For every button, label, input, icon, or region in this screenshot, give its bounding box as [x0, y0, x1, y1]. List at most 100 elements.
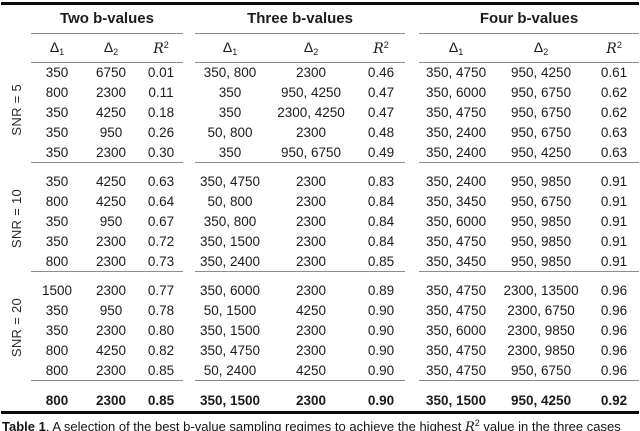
group-gap	[183, 390, 195, 413]
group-gap	[405, 4, 419, 34]
group-gap	[405, 361, 419, 381]
rule-segment	[419, 271, 640, 281]
data-cell: 0.96	[600, 323, 628, 338]
group-gap	[183, 192, 195, 212]
data-cell: 800	[45, 85, 69, 100]
data-cell: 2300, 4250	[277, 105, 345, 120]
data-cell: 2300	[295, 194, 327, 209]
rule-segment	[31, 162, 184, 172]
data-cell: 350, 4750	[426, 105, 487, 120]
data-cell: 350, 1500	[199, 234, 261, 249]
results-table: Two b-values Three b-values Four b-value…	[1, 2, 640, 414]
col-header-delta2: Δ2	[493, 33, 590, 63]
data-cell: 0.83	[367, 174, 395, 189]
group-gap	[183, 361, 195, 381]
group-gap	[183, 232, 195, 252]
col-header-r2: R2	[357, 33, 406, 63]
data-cell: 2300, 6750	[507, 303, 575, 318]
data-cell: 0.91	[600, 214, 628, 229]
group-gap	[405, 301, 419, 321]
data-cell: 950	[99, 303, 123, 318]
summary-cell: 0.92	[600, 392, 628, 408]
corner-cell	[1, 4, 31, 34]
table-row: SNR = 5 350 6750 0.01 350, 800 2300 0.46 350, 4…	[1, 63, 639, 136]
data-cell: 950, 9850	[511, 234, 572, 249]
data-cell: 2300	[295, 343, 327, 358]
snr-group-label: SNR = 10	[8, 189, 24, 249]
summary-cell: 350, 1500	[426, 392, 487, 408]
data-cell: 350, 4750	[426, 343, 487, 358]
group-gap	[183, 34, 195, 63]
data-cell: 0.96	[600, 283, 628, 298]
table-caption: Table 1. A selection of the best b-value…	[2, 418, 638, 431]
table-row: 800 4250 0.64 50, 800 2300 0.84 350, 3450 950, …	[1, 192, 639, 212]
data-cell: 2300, 9850	[507, 343, 575, 358]
data-cell: 0.84	[367, 214, 395, 229]
table-row: SNR = 20 1500 2300 0.77 350, 6000 2300 0.89 350…	[1, 281, 639, 358]
caption-label: Table 1	[2, 419, 46, 431]
data-cell: 0.46	[367, 65, 395, 81]
snr-label-cell: SNR = 10	[1, 172, 31, 272]
data-cell: 0.62	[600, 85, 628, 100]
data-cell: 2300	[295, 323, 327, 338]
data-cell: 4250	[295, 303, 327, 318]
data-cell: 350, 3450	[426, 194, 487, 209]
delta-subscript: 2	[313, 47, 319, 57]
data-cell: 0.91	[600, 194, 628, 209]
data-cell: 0.63	[600, 125, 628, 140]
data-cell: 0.61	[600, 65, 628, 81]
data-cell: 350	[218, 85, 242, 100]
data-cell: 0.72	[147, 234, 175, 249]
data-cell: 2300	[95, 323, 127, 338]
delta-subscript: 1	[59, 47, 65, 57]
data-cell: 4250	[295, 362, 327, 378]
data-cell: 0.96	[600, 303, 628, 318]
data-cell: 0.85	[147, 362, 175, 378]
table-row: 350 4250 0.18 350 2300, 4250 0.47 350, 4750 950…	[1, 103, 639, 123]
data-cell: 2300	[295, 214, 327, 229]
delta-symbol: Δ	[103, 39, 114, 55]
data-cell: 950, 4250	[280, 85, 342, 100]
data-cell: 0.47	[367, 85, 395, 100]
group-gap	[183, 272, 195, 281]
data-cell: 2300	[95, 362, 127, 378]
summary-row: 800 2300 0.85 350, 1500 2300 0.90 350, 1500 950…	[1, 390, 639, 413]
data-cell: 800	[45, 194, 69, 209]
data-cell: 350, 4750	[426, 283, 487, 298]
delta-symbol: Δ	[533, 39, 544, 55]
delta-symbol: Δ	[448, 39, 459, 55]
data-cell: 0.89	[367, 283, 395, 298]
data-cell: 350	[45, 214, 69, 229]
data-cell: 350	[45, 144, 69, 160]
data-cell: 0.67	[147, 214, 175, 229]
group-gap	[183, 381, 195, 390]
col-header-r2: R2	[589, 33, 640, 63]
group-gap	[405, 390, 419, 413]
data-cell: 2300	[295, 65, 327, 81]
caption-text-1: . A selection of the best b-value sampli…	[45, 419, 465, 431]
group-gap	[183, 321, 195, 341]
separator-row	[1, 271, 640, 281]
table-row: 350 2300 0.30 350 950, 6750 0.49 350, 2400 950,…	[1, 143, 639, 163]
data-cell: 2300	[295, 125, 327, 140]
r-symbol: R	[606, 40, 617, 57]
data-cell: 0.90	[367, 303, 395, 318]
group-gap	[405, 172, 419, 192]
block-separator	[1, 162, 640, 172]
group-gap	[183, 4, 195, 34]
group-gap	[183, 143, 195, 163]
data-cell: 0.48	[367, 125, 395, 140]
table-row: 350 950 0.67 350, 800 2300 0.84 350, 6000 950, …	[1, 212, 639, 232]
data-cell: 350, 3450	[426, 253, 487, 269]
data-cell: 50, 2400	[203, 362, 257, 378]
data-cell: 350, 6000	[426, 323, 487, 338]
data-cell: 800	[45, 343, 69, 358]
data-cell: 0.91	[600, 234, 628, 249]
summary-cell: 800	[45, 392, 69, 408]
subheader-row: Δ1 Δ2 R2 Δ1 Δ2 R2 Δ1 Δ2 R2	[1, 33, 640, 63]
corner-cell	[1, 390, 31, 413]
data-cell: 350	[45, 234, 69, 249]
data-cell: 950, 4250	[511, 65, 572, 81]
data-cell: 0.63	[600, 144, 628, 160]
r-superscript: 2	[163, 39, 169, 50]
